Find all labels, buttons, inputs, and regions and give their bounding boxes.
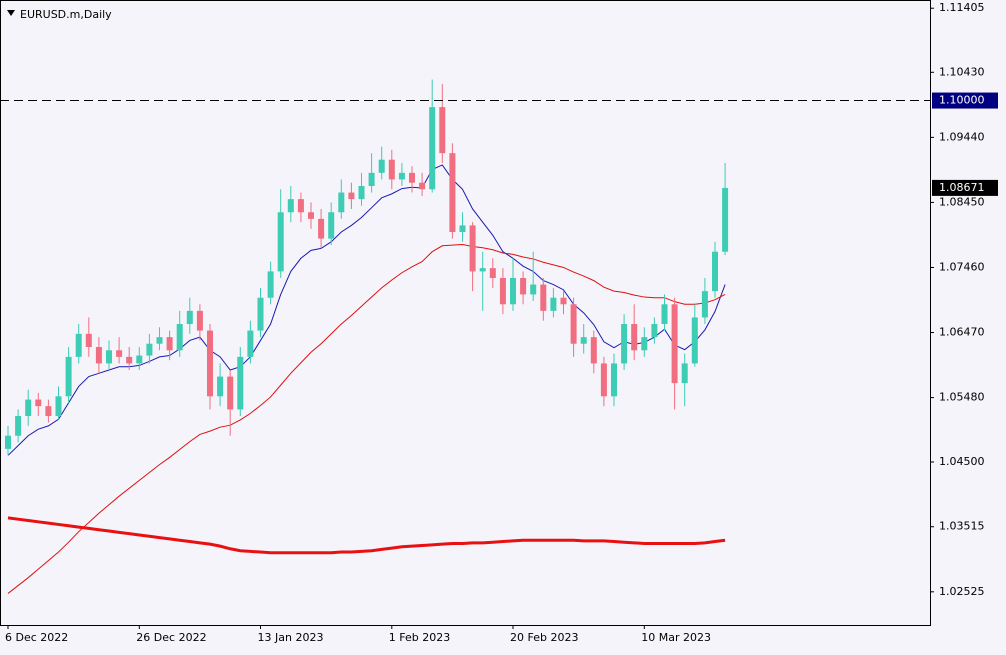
candle-body <box>247 330 254 357</box>
candle-body <box>65 356 72 397</box>
menu-triangle[interactable] <box>7 10 15 16</box>
y-tick-label: 1.05480 <box>939 391 985 404</box>
candle-body <box>277 212 284 272</box>
candle-body <box>469 225 476 272</box>
candle-body <box>661 304 668 325</box>
candle-body <box>540 284 547 311</box>
x-tick-label: 1 Feb 2023 <box>389 631 450 644</box>
candle-body <box>358 185 365 200</box>
candle-body <box>146 343 153 356</box>
y-tick-label: 1.02525 <box>939 585 985 598</box>
candle-body <box>712 251 718 292</box>
moving-average <box>7 243 726 594</box>
candle-body <box>449 153 456 232</box>
candle-body <box>489 268 496 278</box>
candle-body <box>267 271 274 298</box>
moving-average <box>7 516 726 555</box>
x-tick-label: 20 Feb 2023 <box>510 631 578 644</box>
candle-body <box>348 192 355 200</box>
candle-body <box>590 337 597 364</box>
y-tick-label: 1.10430 <box>939 65 985 78</box>
price-label: 1.08671 <box>939 181 985 194</box>
level-label: 1.10000 <box>939 94 985 107</box>
candle-body <box>318 218 325 239</box>
candle-body <box>499 277 506 305</box>
candle-body <box>378 159 385 173</box>
x-tick-label: 6 Dec 2022 <box>5 631 68 644</box>
candle-body <box>611 363 617 397</box>
candle-body <box>287 199 294 213</box>
x-tick-label: 13 Jan 2023 <box>258 631 324 644</box>
candle-body <box>479 268 486 272</box>
candle-body <box>671 304 678 384</box>
candle-body <box>75 333 82 357</box>
candle-body <box>701 291 708 318</box>
y-tick-label: 1.07460 <box>939 260 985 273</box>
candle-body <box>722 187 729 252</box>
candle-body <box>409 172 415 183</box>
candle-body <box>166 337 173 351</box>
candle-body <box>237 356 244 410</box>
candle-body <box>439 107 446 154</box>
candle-body <box>207 330 213 397</box>
candle-body <box>550 297 557 311</box>
candle-body <box>55 396 62 417</box>
x-tick-label: 26 Dec 2022 <box>136 631 206 644</box>
candle-body <box>621 324 628 364</box>
y-tick-label: 1.06470 <box>939 326 985 339</box>
candle-body <box>429 107 436 190</box>
candle-body <box>136 355 143 364</box>
candle-body <box>681 363 688 384</box>
candle-body <box>35 399 42 407</box>
candle-body <box>176 324 183 351</box>
candle-body <box>116 350 123 357</box>
candle-body <box>560 297 567 305</box>
candle-body <box>308 212 314 219</box>
price-label-box <box>932 179 998 196</box>
plot-frame <box>0 0 931 626</box>
candle-body <box>126 356 133 364</box>
candle-body <box>196 310 203 331</box>
y-tick-label: 1.11405 <box>939 1 985 14</box>
candle-body <box>520 277 527 295</box>
candle-body <box>25 399 32 417</box>
candle-body <box>45 406 52 417</box>
candle-body <box>15 416 22 436</box>
candle-body <box>227 376 234 410</box>
y-tick-label: 1.04500 <box>939 455 985 468</box>
candle-body <box>106 350 112 364</box>
candle-body <box>651 324 658 338</box>
chart-title: EURUSD.m,Daily <box>20 8 112 21</box>
candle-body <box>459 225 466 232</box>
y-tick-label: 1.09440 <box>939 130 985 143</box>
candle-body <box>217 376 224 397</box>
candle-body <box>600 363 607 397</box>
candle-body <box>631 324 638 351</box>
level-label-box <box>932 92 998 109</box>
y-tick-label: 1.03515 <box>939 520 985 533</box>
candle-body <box>368 172 375 186</box>
candle-body <box>95 347 102 364</box>
candle-body <box>641 337 648 351</box>
moving-average <box>7 164 726 456</box>
candle-body <box>297 199 304 213</box>
candle-body <box>530 284 537 295</box>
candle-body <box>388 159 395 180</box>
candle-body <box>510 277 516 305</box>
candle-body <box>5 435 11 449</box>
x-tick-label: 10 Mar 2023 <box>641 631 711 644</box>
candle-body <box>257 297 264 331</box>
candle-body <box>85 333 92 348</box>
y-tick-label: 1.08450 <box>939 195 985 208</box>
candle-body <box>580 337 587 344</box>
candle-body <box>338 192 345 213</box>
candle-body <box>570 304 577 344</box>
candle-body <box>156 337 163 344</box>
candle-body <box>691 317 698 364</box>
candle-body <box>419 182 426 190</box>
candle-body <box>186 310 193 325</box>
candle-body <box>328 212 335 239</box>
candle-body <box>398 172 405 180</box>
